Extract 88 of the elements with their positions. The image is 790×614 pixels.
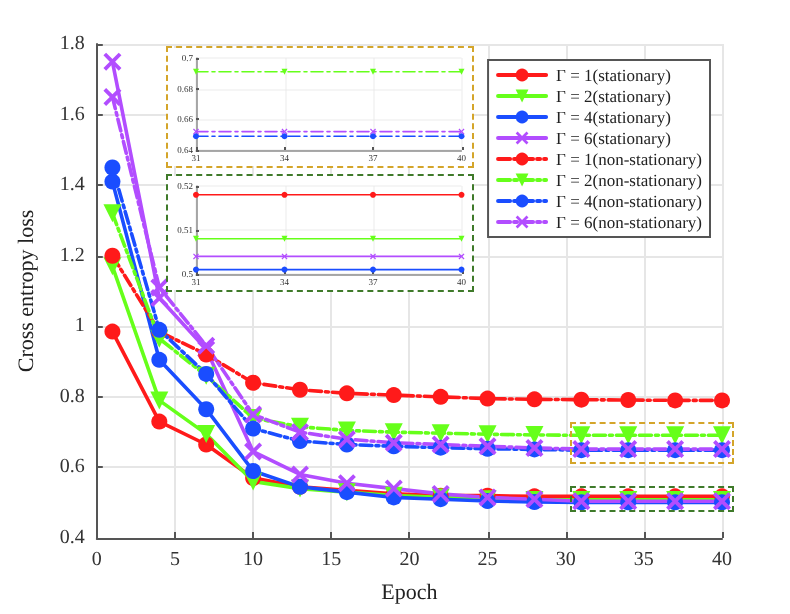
point [620,392,637,409]
point [281,133,288,140]
point [103,52,122,71]
point [281,68,288,75]
x-axis-title: Epoch [381,581,439,605]
y-tick-label: 0.6 [59,456,85,479]
x-tick-label: 20 [399,549,420,571]
point [104,247,121,264]
x-tick-label: 30 [555,549,576,571]
point [245,420,262,437]
point [458,235,465,242]
point [151,351,168,368]
point [198,436,215,453]
legend-label: Γ = 6(non-stationary) [556,212,703,232]
point [713,426,731,445]
point [104,173,121,190]
point [292,381,308,398]
point [432,388,449,405]
point [337,430,356,449]
point [370,133,376,140]
x-tick-label: 40 [712,549,732,571]
point [245,374,262,391]
point [384,433,403,452]
point [193,128,199,135]
point [197,424,216,443]
legend-label: Γ = 2(stationary) [556,86,672,106]
legend-label: Γ = 4(non-stationary) [556,191,703,211]
point [103,204,122,223]
x-tick-label: 0 [91,549,102,571]
point [458,133,465,140]
point [103,87,122,106]
x-tick-label: 10 [243,549,264,571]
point [384,479,403,498]
point [281,253,288,260]
x-tick-label: 25 [477,549,498,571]
point [244,442,263,461]
y-tick-label: 0.8 [59,385,85,408]
point [193,235,199,242]
y-axis-title: Cross entropy loss [15,209,39,373]
y-tick-label: 1.6 [59,103,85,126]
point [281,191,288,198]
point [370,128,376,135]
point [338,385,355,402]
point [666,426,685,445]
point [572,426,591,445]
point [370,68,376,75]
point [714,392,730,409]
point [198,401,215,418]
point [151,413,168,430]
point [290,465,309,484]
point [370,253,376,260]
point [150,391,169,410]
point [245,462,262,479]
point [193,133,199,140]
point [370,191,376,198]
point [619,426,638,445]
point [370,235,376,242]
point [458,191,465,198]
point [193,253,199,260]
legend-label: Γ = 4(stationary) [556,107,672,127]
x-tick-label: 15 [321,549,342,571]
point [479,390,496,407]
legend-label: Γ = 1(non-stationary) [556,149,703,169]
point [193,191,199,198]
legend-label: Γ = 6(stationary) [556,128,672,148]
point [385,387,402,404]
y-tick-label: 1.8 [59,33,85,55]
x-tick-label: 5 [169,549,180,571]
point [290,423,309,442]
point [526,391,543,408]
legend-label: Γ = 1(stationary) [556,65,672,85]
point [337,474,356,493]
y-tick-label: 1.4 [59,174,85,197]
point [458,68,465,75]
y-tick-label: 1 [74,315,85,338]
point [667,392,684,409]
point [573,391,590,408]
x-tick-label: 35 [633,549,654,571]
point [525,425,544,444]
y-tick-label: 0.4 [59,527,85,549]
point [104,323,121,340]
y-tick-label: 1.2 [59,244,85,267]
point [150,278,169,297]
point [193,68,199,75]
point [104,159,121,176]
point [458,253,465,260]
point [281,235,288,242]
legend-label: Γ = 2(non-stationary) [556,170,703,190]
